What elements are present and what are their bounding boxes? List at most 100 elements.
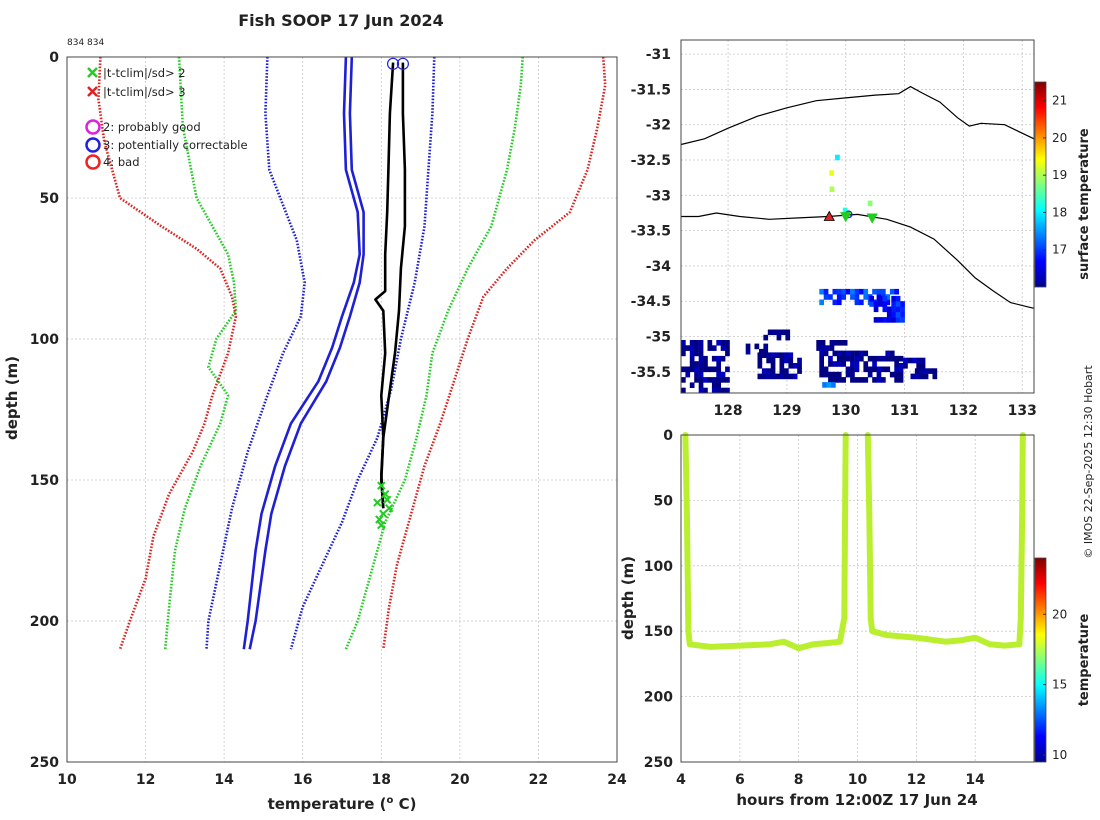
sst-cell: [876, 371, 882, 378]
map-x-tick-label: 130: [831, 403, 860, 419]
sst-cell: [694, 350, 699, 357]
sst-cell: [863, 377, 869, 383]
sst-cell: [885, 366, 891, 373]
sst-cell: [823, 288, 829, 295]
sst-cell: [770, 363, 776, 369]
circle-marker-icon: [85, 119, 101, 135]
sst-cell: [766, 357, 771, 364]
sst-cell: [823, 371, 829, 378]
section-chart: 4 6 8 10 12 14 0 50 100 150 200 250 hours from 12:0…: [619, 428, 1092, 809]
flagged-point: [379, 509, 388, 519]
sst-cell: [725, 377, 730, 383]
sst-cell: [711, 387, 717, 394]
sst-cell: [878, 301, 883, 307]
sst-cell: [720, 377, 726, 383]
sst-cell: [894, 377, 899, 383]
sst-cell: [885, 299, 891, 306]
y-tick-label: 50: [40, 191, 60, 207]
sst-patch: [822, 382, 836, 388]
sst-cell: [716, 366, 721, 373]
map-y-tick-label: -35: [646, 330, 671, 346]
coastline: [680, 85, 1035, 146]
sst-cell: [886, 306, 892, 313]
profile-series-line: [248, 56, 365, 650]
sst-cell: [836, 294, 842, 300]
legend-item-probably-good: 2: probably good: [85, 119, 201, 135]
x-tick-label: 22: [529, 772, 548, 788]
sst-cell: [820, 345, 826, 351]
sst-cell: [785, 334, 791, 341]
sst-cell: [703, 387, 708, 394]
sst-cell: [725, 345, 730, 351]
map-x-tick-label: 128: [713, 403, 742, 419]
section-y-tick-label: 50: [654, 493, 674, 509]
sst-cell: [694, 377, 699, 383]
sst-cell: [850, 366, 855, 373]
sst-cell: [845, 355, 851, 362]
sst-cell: [854, 361, 860, 367]
sst-cell: [763, 334, 769, 341]
sst-cell: [859, 299, 864, 306]
sst-cell: [859, 350, 864, 357]
sst-cell: [882, 301, 888, 307]
profile-series-line: [97, 56, 238, 650]
sst-cell: [716, 355, 721, 362]
sst-cell: [797, 363, 802, 369]
map-x-tick-label: 133: [1008, 403, 1037, 419]
map-x-tick-label: 131: [890, 403, 919, 419]
legend-label: 4: bad: [103, 155, 140, 169]
sst-cell: [779, 357, 785, 364]
sst-patch: [681, 340, 730, 394]
sst-cell: [745, 343, 751, 350]
sst-cell: [823, 350, 829, 357]
sst-cell: [882, 295, 888, 302]
cruise-marker: [866, 213, 878, 224]
sst-cell: [689, 345, 695, 351]
sst-cell: [779, 373, 785, 380]
sst-cell: [894, 361, 899, 367]
sst-cell: [836, 361, 842, 367]
sst-cell: [698, 366, 704, 373]
map-chart: 128 129 130 131 132 133 -31 -31.5 -32 -32.5 -33 -33…: [631, 39, 1092, 419]
sst-cell: [891, 295, 896, 302]
sst-cell: [757, 363, 763, 369]
sst-cell: [681, 340, 686, 346]
sst-cell: [867, 200, 873, 207]
sst-cell: [819, 299, 824, 306]
sst-cell: [832, 371, 838, 378]
sst-cell: [854, 288, 860, 295]
sst-cell: [725, 366, 730, 373]
sst-cell: [841, 288, 846, 295]
sst-cell: [845, 350, 851, 357]
x-tick-label: 16: [293, 772, 312, 788]
sst-cell: [698, 355, 704, 362]
sst-cell: [716, 371, 721, 378]
sst-cell: [889, 350, 895, 357]
sst-cell: [819, 361, 824, 367]
map-colorbar-tick-label: 18: [1052, 205, 1067, 219]
sst-cell: [920, 363, 926, 369]
sst-cell: [876, 377, 882, 383]
sst-cell: [757, 352, 763, 358]
sst-cell: [859, 288, 864, 295]
sst-cell: [863, 294, 869, 300]
sst-cell: [829, 345, 835, 351]
sst-cell: [829, 340, 835, 346]
sst-cell: [698, 371, 704, 378]
sst-cell: [775, 373, 780, 380]
sst-cell: [703, 377, 708, 383]
sst-cell: [898, 366, 904, 373]
sst-cell: [766, 352, 771, 358]
sst-cell: [779, 368, 785, 374]
sst-cell: [711, 377, 717, 383]
sst-cell: [834, 340, 839, 346]
sst-cell: [850, 361, 855, 367]
y-tick-label: 150: [30, 473, 59, 489]
sst-cell: [776, 329, 782, 336]
profile-series-line: [380, 62, 407, 509]
y-tick-label: 100: [30, 332, 59, 348]
map-x-tick-label: 129: [772, 403, 801, 419]
section-track: [864, 432, 1026, 649]
sst-cell: [720, 355, 726, 362]
flagged-point: [375, 515, 384, 524]
